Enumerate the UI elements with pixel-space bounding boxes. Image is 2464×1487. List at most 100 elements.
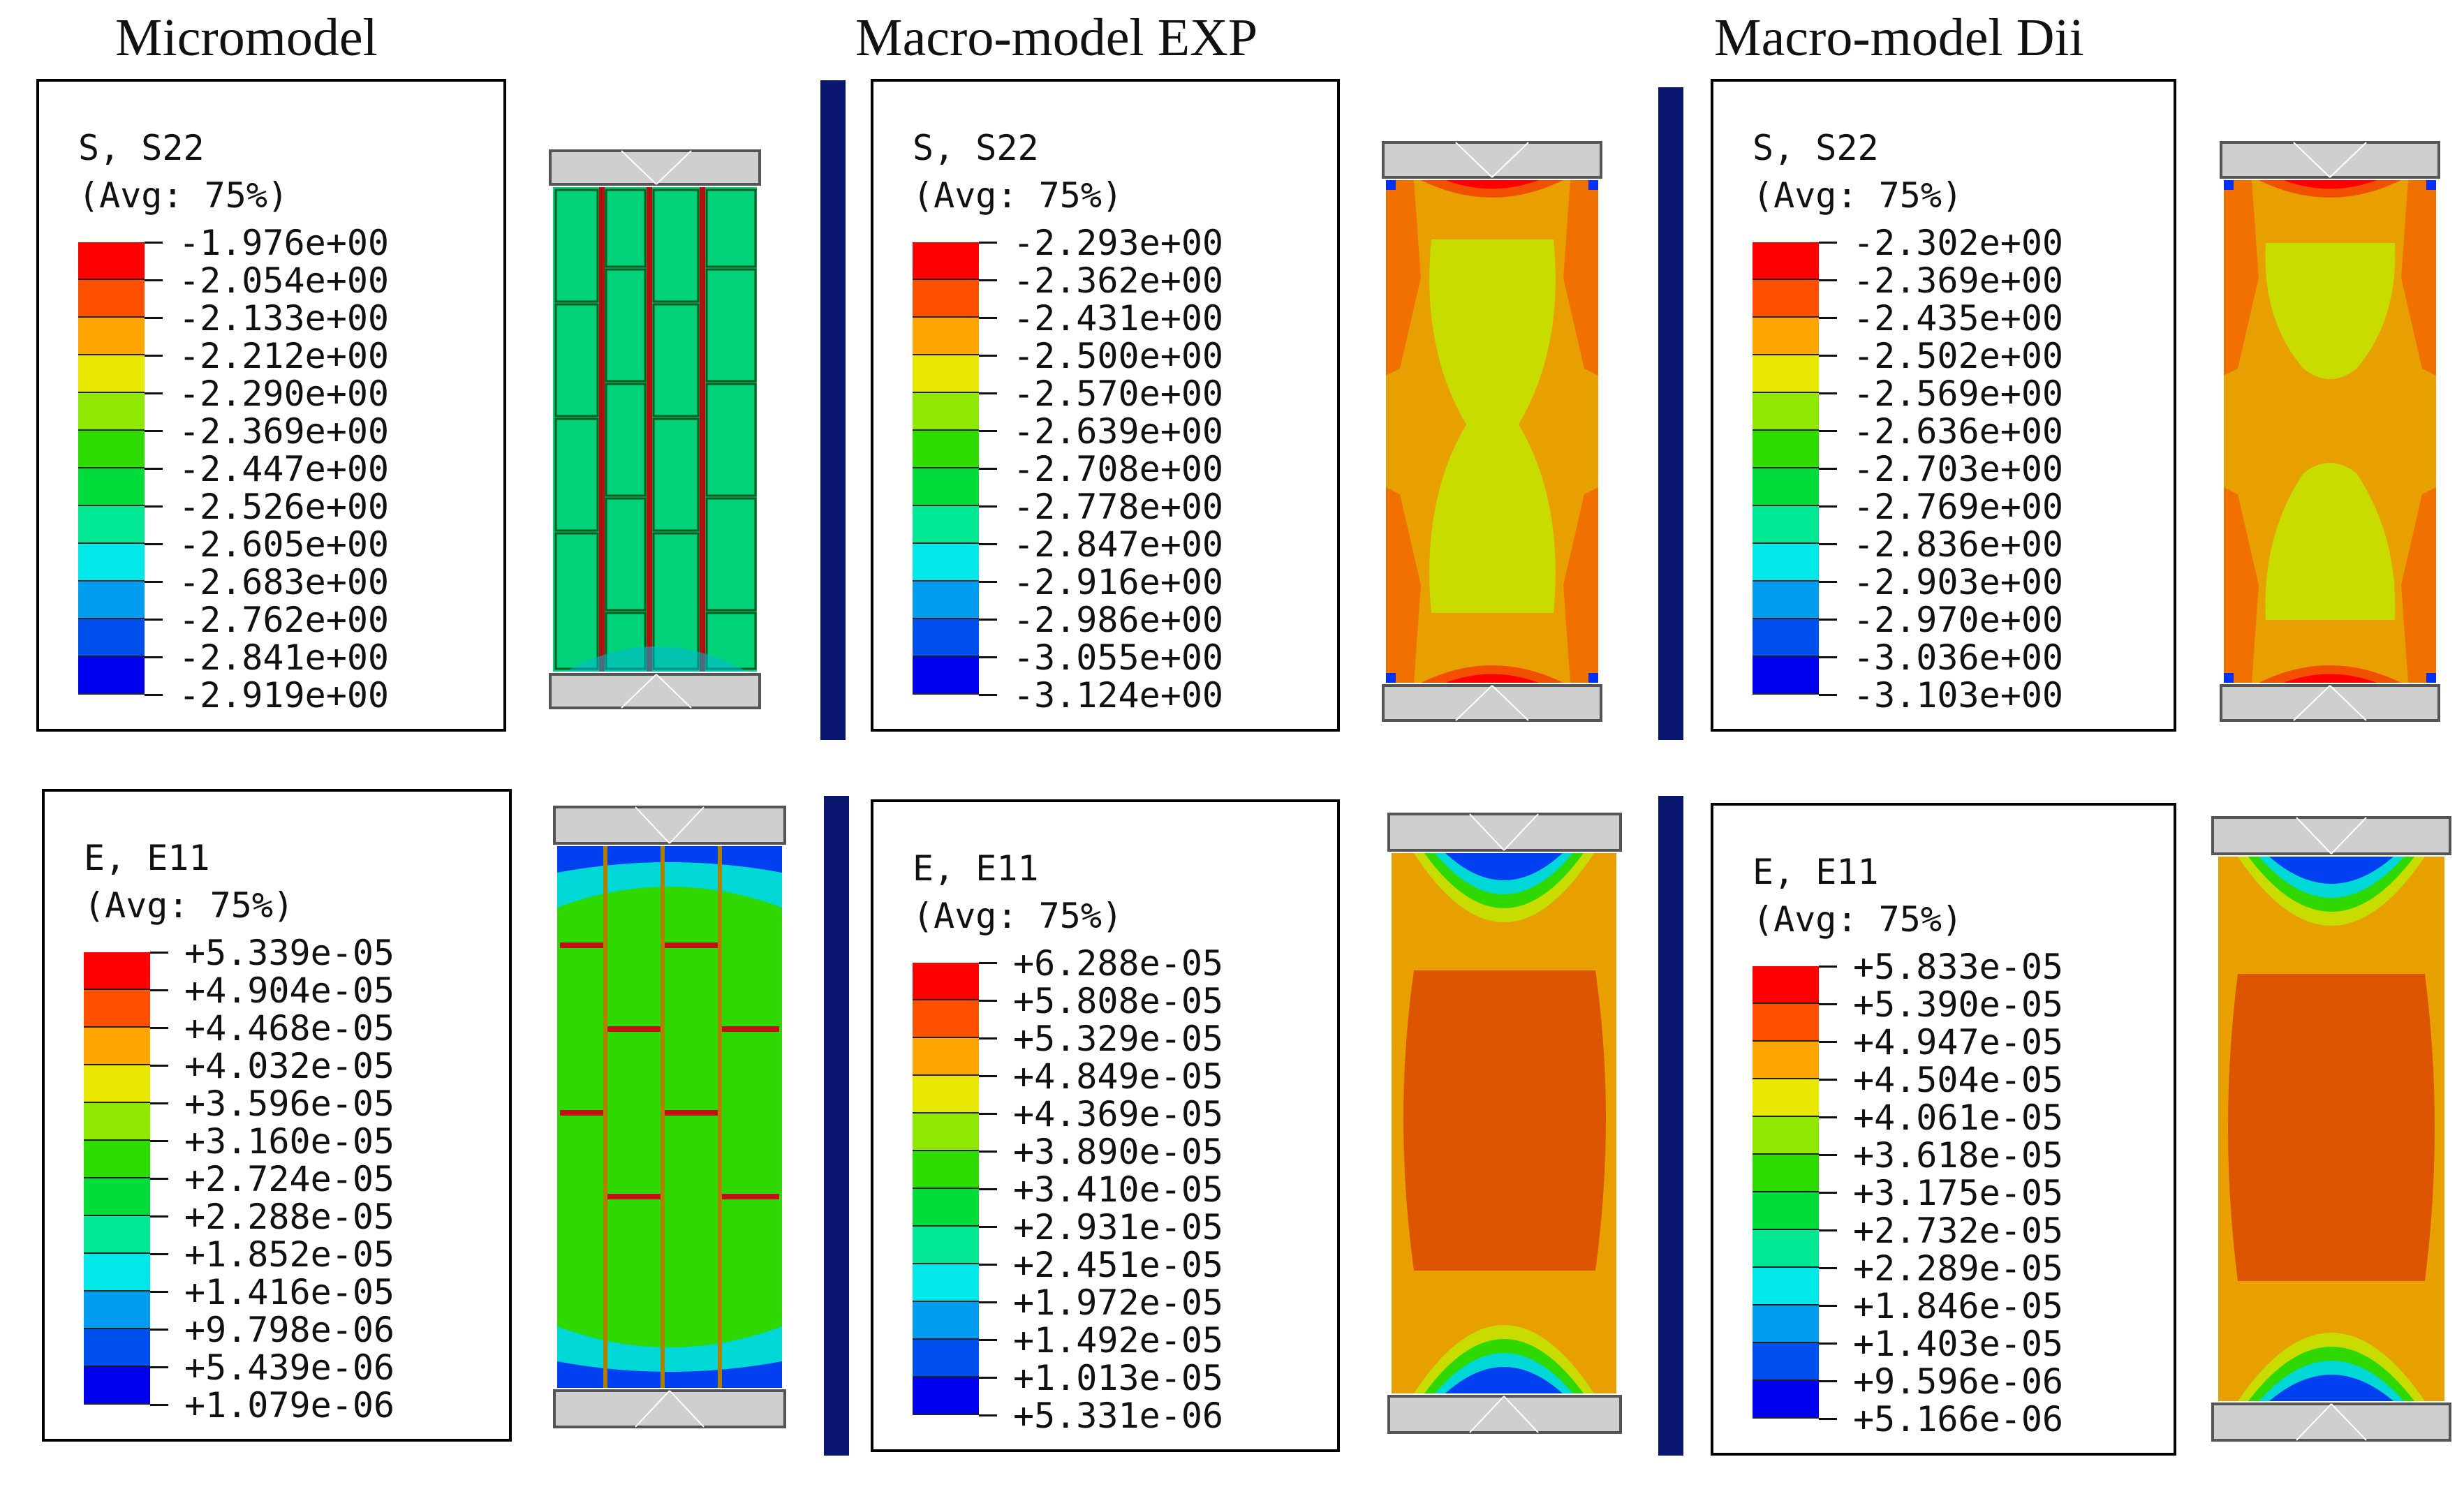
- legend-tick: [1819, 543, 1837, 545]
- legend-value: +3.596e-05: [184, 1083, 395, 1124]
- color-band: [913, 1038, 979, 1076]
- legend-value: -2.212e+00: [179, 336, 390, 376]
- legend-tick: [145, 392, 163, 394]
- legend-value: -2.986e+00: [1013, 600, 1224, 640]
- legend-value: -2.683e+00: [179, 562, 390, 602]
- legend-tick: [979, 505, 997, 508]
- legend-tick: [1819, 656, 1837, 658]
- color-band: [78, 582, 145, 619]
- legend-tick: [979, 1301, 997, 1303]
- legend-value: +4.504e-05: [1853, 1060, 2064, 1100]
- legend-value: -2.836e+00: [1853, 524, 2064, 565]
- legend-field-label: E, E11: [84, 838, 210, 878]
- legend-value: -2.919e+00: [179, 675, 390, 716]
- legend-tick: [979, 392, 997, 394]
- color-band: [1753, 1079, 1819, 1117]
- legend-tick: [145, 505, 163, 508]
- legend-value: -2.762e+00: [179, 600, 390, 640]
- legend-tick: [1819, 1041, 1837, 1043]
- color-band: [913, 619, 979, 657]
- legend-value: -3.103e+00: [1853, 675, 2064, 716]
- color-band: [913, 582, 979, 619]
- legend-tick: [145, 619, 163, 621]
- color-band: [913, 963, 979, 1000]
- legend-value: +4.947e-05: [1853, 1022, 2064, 1063]
- color-band: [1753, 1192, 1819, 1230]
- color-band: [1753, 355, 1819, 393]
- color-band: [1753, 1381, 1819, 1419]
- legend-value: +3.410e-05: [1013, 1169, 1224, 1210]
- separator-bar: [824, 796, 849, 1456]
- color-band: [84, 952, 150, 990]
- color-band: [1753, 468, 1819, 506]
- legend-value: -2.841e+00: [179, 637, 390, 678]
- legend-value: +2.732e-05: [1853, 1211, 2064, 1251]
- legend-tick: [1819, 581, 1837, 583]
- legend-tick: [1819, 468, 1837, 470]
- color-band: [913, 657, 979, 695]
- legend-value: +1.492e-05: [1013, 1320, 1224, 1361]
- legend-tick: [1819, 619, 1837, 621]
- legend-tick: [979, 279, 997, 281]
- legend-value: -2.447e+00: [179, 449, 390, 489]
- legend-value: +1.846e-05: [1853, 1286, 2064, 1326]
- legend-tick: [1819, 1079, 1837, 1081]
- loading-plate-top: [553, 806, 786, 845]
- specimen-micro-e11: [553, 806, 786, 1428]
- legend-tick: [1819, 1116, 1837, 1118]
- color-band: [84, 1216, 150, 1254]
- color-band: [913, 1076, 979, 1114]
- legend-exp-e11: E, E11 (Avg: 75%) +6.288e-05 +5.808e-05 +5.3…: [871, 799, 1340, 1452]
- legend-tick: [1819, 1305, 1837, 1307]
- legend-value: +4.904e-05: [184, 970, 395, 1011]
- color-band: [913, 280, 979, 318]
- color-band: [84, 1141, 150, 1178]
- loading-plate-bottom: [2211, 1403, 2451, 1442]
- legend-tick: [1819, 1418, 1837, 1420]
- legend-tick: [1819, 242, 1837, 244]
- color-band: [78, 393, 145, 431]
- specimen-exp-s22: [1382, 141, 1602, 722]
- legend-tick: [1819, 1192, 1837, 1194]
- color-band: [78, 242, 145, 280]
- legend-value: -2.431e+00: [1013, 298, 1224, 339]
- legend-tick: [1819, 1229, 1837, 1231]
- color-band: [78, 657, 145, 695]
- legend-tick: [145, 355, 163, 357]
- legend-tick: [979, 1075, 997, 1077]
- color-band: [1753, 1268, 1819, 1305]
- color-band: [78, 280, 145, 318]
- legend-tick: [145, 694, 163, 696]
- legend-tick: [150, 952, 168, 954]
- color-band: [1753, 582, 1819, 619]
- legend-field-label: S, S22: [78, 128, 205, 168]
- legend-tick: [150, 989, 168, 991]
- legend-value: -2.369e+00: [179, 411, 390, 452]
- legend-value: -1.976e+00: [179, 223, 390, 263]
- legend-tick: [150, 1366, 168, 1368]
- color-band: [1753, 544, 1819, 582]
- legend-value: -2.569e+00: [1853, 373, 2064, 414]
- legend-value: +5.166e-06: [1853, 1399, 2064, 1440]
- color-scale-bar: [78, 242, 145, 695]
- legend-tick: [1819, 1003, 1837, 1005]
- legend-value: -2.502e+00: [1853, 336, 2064, 376]
- loading-plate-top: [2220, 141, 2440, 179]
- color-scale-bar: [1753, 242, 1819, 695]
- legend-value: -2.526e+00: [179, 487, 390, 527]
- legend-value: -2.054e+00: [179, 260, 390, 301]
- legend-value: -2.970e+00: [1853, 600, 2064, 640]
- legend-tick: [145, 430, 163, 432]
- color-band: [913, 506, 979, 544]
- legend-value: -2.703e+00: [1853, 449, 2064, 489]
- legend-tick: [979, 656, 997, 658]
- legend-avg-label: (Avg: 75%): [84, 885, 295, 926]
- legend-tick: [150, 1027, 168, 1029]
- color-band: [913, 468, 979, 506]
- legend-value: +5.339e-05: [184, 933, 395, 973]
- legend-tick: [150, 1065, 168, 1067]
- legend-value: -3.036e+00: [1853, 637, 2064, 678]
- legend-tick: [145, 468, 163, 470]
- legend-tick: [979, 1151, 997, 1153]
- legend-tick: [979, 619, 997, 621]
